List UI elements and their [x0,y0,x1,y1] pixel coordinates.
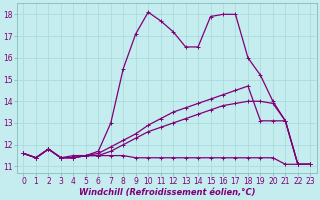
X-axis label: Windchill (Refroidissement éolien,°C): Windchill (Refroidissement éolien,°C) [79,188,255,197]
